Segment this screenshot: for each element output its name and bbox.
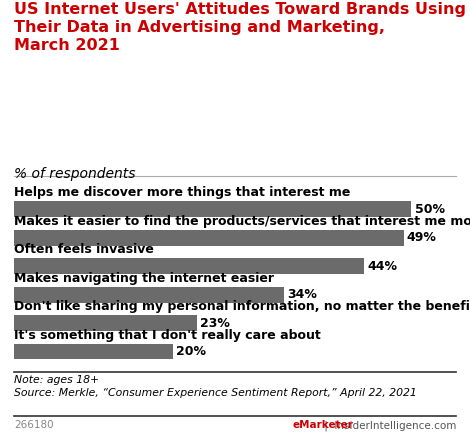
Text: |  InsiderIntelligence.com: | InsiderIntelligence.com	[321, 420, 456, 431]
Bar	[14, 344, 173, 360]
Text: eMarketer: eMarketer	[292, 420, 353, 430]
Text: 34%: 34%	[288, 288, 317, 301]
Text: 20%: 20%	[176, 345, 206, 358]
Text: % of respondents: % of respondents	[14, 167, 136, 181]
Text: 49%: 49%	[407, 231, 437, 244]
Text: 44%: 44%	[367, 260, 397, 273]
Text: Helps me discover more things that interest me: Helps me discover more things that inter…	[14, 187, 351, 199]
Bar	[14, 258, 364, 274]
Text: 50%: 50%	[415, 203, 445, 216]
Bar	[14, 287, 284, 302]
Text: It's something that I don't really care about: It's something that I don't really care …	[14, 329, 321, 342]
Text: Don't like sharing my personal information, no matter the benefit: Don't like sharing my personal informati…	[14, 300, 470, 313]
Text: US Internet Users' Attitudes Toward Brands Using
Their Data in Advertising and M: US Internet Users' Attitudes Toward Bran…	[14, 2, 466, 53]
Text: 23%: 23%	[200, 317, 230, 329]
Text: Makes it easier to find the products/services that interest me most: Makes it easier to find the products/ser…	[14, 215, 470, 228]
Text: Note: ages 18+: Note: ages 18+	[14, 375, 99, 385]
Bar	[14, 201, 411, 217]
Bar	[14, 230, 404, 246]
Text: 266180: 266180	[14, 420, 54, 430]
Text: Often feels invasive: Often feels invasive	[14, 243, 154, 257]
Text: Source: Merkle, “Consumer Experience Sentiment Report,” April 22, 2021: Source: Merkle, “Consumer Experience Sen…	[14, 388, 417, 398]
Bar	[14, 316, 197, 331]
Text: Makes navigating the internet easier: Makes navigating the internet easier	[14, 272, 274, 285]
